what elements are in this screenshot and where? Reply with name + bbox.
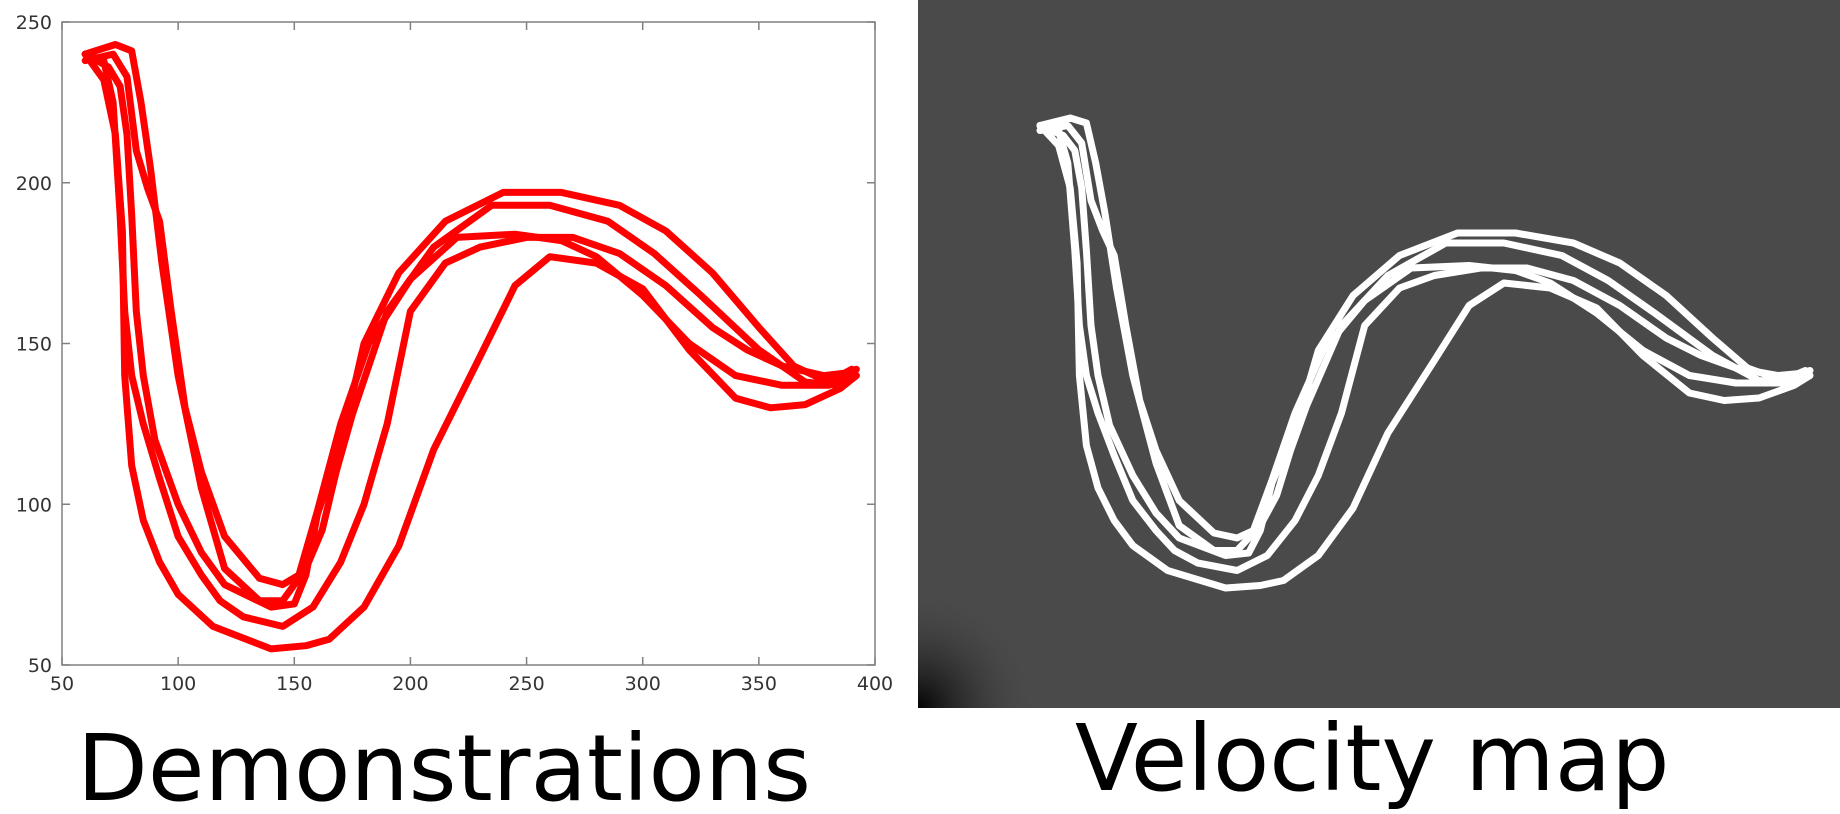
demonstrations-chart: 50 100 150 200 250 300 350 400 50 100 150 200 250 <box>16 12 893 695</box>
x-tick-label: 300 <box>625 673 661 695</box>
x-tick-label: 100 <box>160 673 196 695</box>
y-tick-label: 250 <box>16 12 52 34</box>
y-tick-label: 150 <box>16 334 52 356</box>
x-tick-label: 400 <box>857 673 893 695</box>
series-line-2 <box>81 41 856 605</box>
axis-ticks: 50 100 150 200 250 300 350 400 50 100 150 200 250 <box>16 12 893 695</box>
x-tick-label: 250 <box>508 673 544 695</box>
caption-velocity-map: Velocity map <box>1075 705 1670 812</box>
caption-demonstrations: Demonstrations <box>77 715 811 814</box>
y-tick-label: 200 <box>16 173 52 195</box>
x-tick-label: 200 <box>392 673 428 695</box>
x-tick-label: 350 <box>741 673 777 695</box>
trajectory-lines <box>81 41 860 653</box>
velocity-traces <box>1036 114 1814 592</box>
corner-shadow <box>918 588 1038 708</box>
velocity-trace-1 <box>1036 122 1809 559</box>
y-tick-label: 50 <box>28 655 52 677</box>
series-line-4 <box>81 50 860 653</box>
velocity-trace-5 <box>1036 122 1809 574</box>
y-tick-label: 100 <box>16 494 52 516</box>
velocity-trace-4 <box>1036 122 1814 592</box>
velocity-map <box>918 0 1840 708</box>
x-tick-label: 150 <box>276 673 312 695</box>
series-line-5 <box>81 50 856 630</box>
series-line-1 <box>81 50 856 611</box>
x-tick-label: 50 <box>50 673 74 695</box>
velocity-trace-2 <box>1036 114 1809 554</box>
